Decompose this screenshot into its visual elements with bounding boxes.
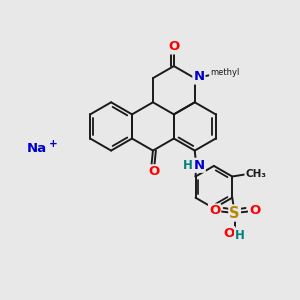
- Text: O: O: [209, 205, 220, 218]
- Text: CH₃: CH₃: [245, 169, 266, 178]
- Text: S: S: [230, 206, 240, 220]
- Text: Na: Na: [27, 142, 47, 155]
- Text: O: O: [149, 165, 160, 178]
- Text: O: O: [223, 227, 234, 240]
- Text: O: O: [168, 40, 179, 53]
- Text: O: O: [249, 205, 260, 218]
- Text: methyl: methyl: [210, 68, 239, 77]
- Text: H: H: [235, 229, 245, 242]
- Text: N: N: [194, 159, 205, 172]
- Text: +: +: [49, 139, 58, 148]
- Text: N: N: [193, 70, 204, 83]
- Text: H: H: [183, 159, 193, 172]
